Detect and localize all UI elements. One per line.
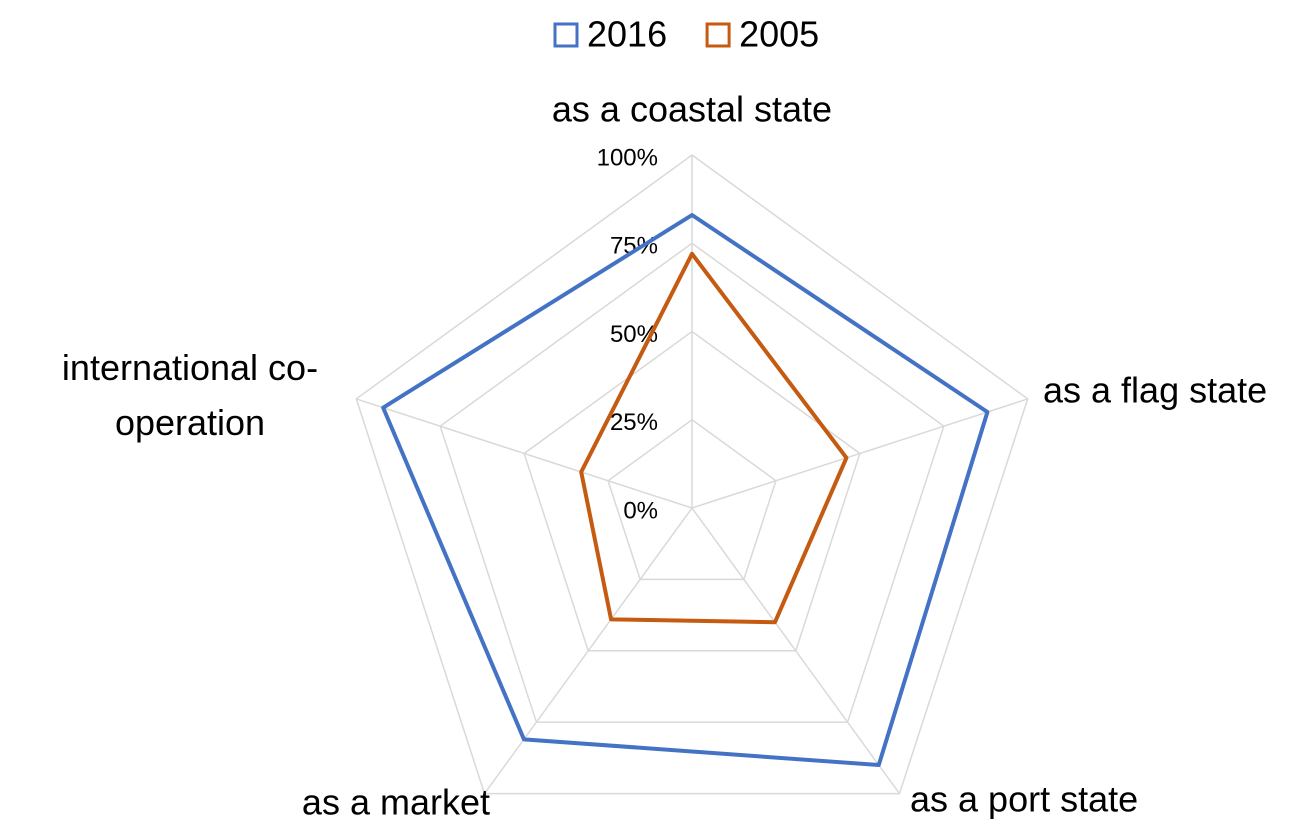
category-label: as a market	[302, 782, 490, 823]
series-line	[579, 251, 849, 625]
legend-swatch	[705, 22, 731, 48]
spoke	[483, 507, 693, 795]
legend-swatch	[553, 22, 579, 48]
legend-label: 2016	[587, 14, 667, 55]
category-label: as a flag state	[1043, 370, 1267, 411]
spoke	[691, 507, 901, 795]
tick-label: 0%	[623, 497, 658, 524]
grid-ring	[523, 330, 861, 652]
legend-label: 2005	[739, 14, 819, 55]
tick-label: 75%	[610, 233, 658, 260]
series-line	[381, 213, 990, 768]
tick-label: 100%	[597, 144, 658, 171]
category-label: as a port state	[910, 779, 1138, 820]
grid-ring	[439, 242, 945, 723]
spoke	[691, 398, 1028, 509]
category-label: international co-operation	[61, 347, 319, 443]
grid-ring	[355, 154, 1029, 795]
category-label: as a coastal state	[552, 89, 832, 130]
grid-ring	[607, 418, 777, 581]
spoke	[356, 398, 693, 509]
tick-label: 25%	[610, 409, 658, 436]
